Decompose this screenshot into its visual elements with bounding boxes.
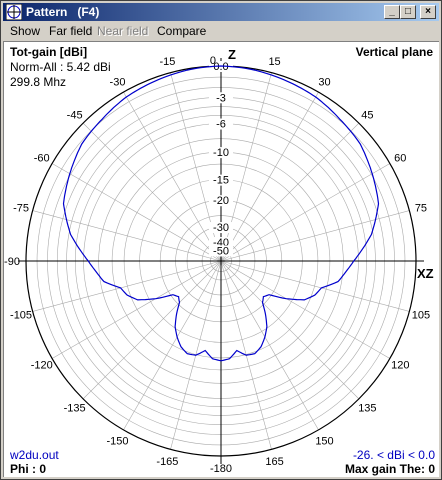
grid-spoke bbox=[123, 91, 222, 262]
radial-tick-label: -50 bbox=[213, 245, 229, 257]
angle-tick-label: -90 bbox=[4, 256, 20, 268]
menu-compare[interactable]: Compare bbox=[157, 24, 207, 38]
max-gain-label: Max gain The: 0 bbox=[344, 462, 435, 476]
radial-label-bg bbox=[209, 245, 233, 257]
angle-tick-label: -60 bbox=[34, 153, 50, 165]
window-title: Pattern (F4) bbox=[26, 5, 100, 19]
angle-tick-label: -105 bbox=[10, 310, 32, 322]
grid-spoke bbox=[82, 260, 222, 400]
radial-tick-label: -6 bbox=[216, 119, 226, 131]
radial-label-bg bbox=[209, 174, 233, 186]
angle-tick-label: 150 bbox=[315, 435, 333, 447]
maximize-button[interactable]: □ bbox=[400, 5, 416, 19]
grid-spoke bbox=[220, 260, 391, 359]
angle-tick-label: 105 bbox=[412, 310, 430, 322]
angle-tick-label: 165 bbox=[265, 456, 283, 468]
grid-spoke bbox=[220, 260, 410, 312]
angle-tick-label: 45 bbox=[361, 110, 373, 122]
grid-spoke bbox=[220, 91, 319, 262]
range-label: -26. < dBi < 0.0 bbox=[352, 448, 435, 462]
angle-tick-label: 75 bbox=[415, 202, 427, 214]
menu-show[interactable]: Show bbox=[10, 24, 41, 38]
radial-tick-label: 0.0 bbox=[213, 61, 228, 73]
angle-tick-label: -135 bbox=[64, 402, 86, 414]
grid-spoke bbox=[51, 260, 222, 359]
angle-tick-label: 30 bbox=[318, 77, 330, 89]
norm-label: Norm-All : 5.42 dBi bbox=[10, 60, 111, 74]
grid-spoke bbox=[32, 260, 222, 312]
angle-tick-label: 135 bbox=[358, 402, 376, 414]
angle-tick-label: 120 bbox=[391, 360, 409, 372]
z-axis-label: Z bbox=[228, 47, 236, 62]
pattern-app-icon bbox=[6, 4, 22, 20]
angle-tick-label: -45 bbox=[67, 110, 83, 122]
angle-tick-label: -15 bbox=[159, 56, 175, 68]
filename-label: w2du.out bbox=[10, 448, 59, 462]
radial-label-bg bbox=[209, 147, 233, 159]
angle-tick-label: -150 bbox=[106, 435, 128, 447]
radial-label-bg bbox=[209, 195, 233, 207]
angle-tick-label: -180 bbox=[210, 463, 232, 475]
quantity-label: Tot-gain [dBi] bbox=[10, 45, 88, 59]
grid-spoke bbox=[220, 122, 360, 262]
grid-spoke bbox=[123, 260, 222, 431]
angle-tick-label: -120 bbox=[31, 360, 53, 372]
xz-axis-label: XZ bbox=[417, 266, 434, 281]
angle-tick-label: 0 bbox=[210, 55, 216, 67]
polar-plot-area: 0.0 -3 -6 -10 -15 -20 -30 -40 -50 15 30 45 60 75 105 1… bbox=[3, 41, 439, 477]
radial-tick-label: -3 bbox=[216, 92, 226, 104]
radial-label-bg bbox=[209, 118, 233, 130]
grid-spoke bbox=[82, 122, 222, 262]
radial-label-bg bbox=[209, 237, 233, 249]
grid-spoke bbox=[32, 210, 222, 262]
angle-tick-label: -30 bbox=[110, 77, 126, 89]
angle-tick-label: 60 bbox=[394, 153, 406, 165]
grid-spoke bbox=[220, 260, 319, 431]
grid-spoke bbox=[220, 260, 360, 400]
angle-tick-label: -165 bbox=[156, 456, 178, 468]
grid-spoke bbox=[220, 210, 410, 262]
radial-tick-label: -30 bbox=[213, 222, 229, 234]
radial-tick-label: -20 bbox=[213, 195, 229, 207]
phi-label: Phi : 0 bbox=[10, 462, 47, 476]
radial-tick-label: -15 bbox=[213, 175, 229, 187]
radiation-pattern-line bbox=[62, 65, 380, 362]
radial-label-bg bbox=[209, 92, 233, 104]
title-bar[interactable]: Pattern (F4) _ □ × bbox=[3, 3, 439, 21]
plane-label: Vertical plane bbox=[355, 45, 433, 59]
frequency-label: 299.8 Mhz bbox=[10, 75, 67, 89]
grid-spoke bbox=[51, 163, 222, 262]
menu-bar: Show Far field Near field Compare bbox=[3, 22, 439, 41]
radial-label-bg bbox=[209, 222, 233, 234]
menu-near-field[interactable]: Near field bbox=[97, 24, 149, 38]
minimize-button[interactable]: _ bbox=[384, 5, 400, 19]
polar-chart: 0.0-3-6-10-15-20-30-40-50 15304560751051… bbox=[4, 55, 430, 475]
grid-spoke bbox=[220, 163, 391, 262]
angle-tick-label: -75 bbox=[13, 202, 29, 214]
close-button[interactable]: × bbox=[420, 5, 436, 19]
menu-far-field[interactable]: Far field bbox=[49, 24, 93, 38]
radial-tick-label: -10 bbox=[213, 147, 229, 159]
angle-tick-label: 15 bbox=[268, 56, 280, 68]
